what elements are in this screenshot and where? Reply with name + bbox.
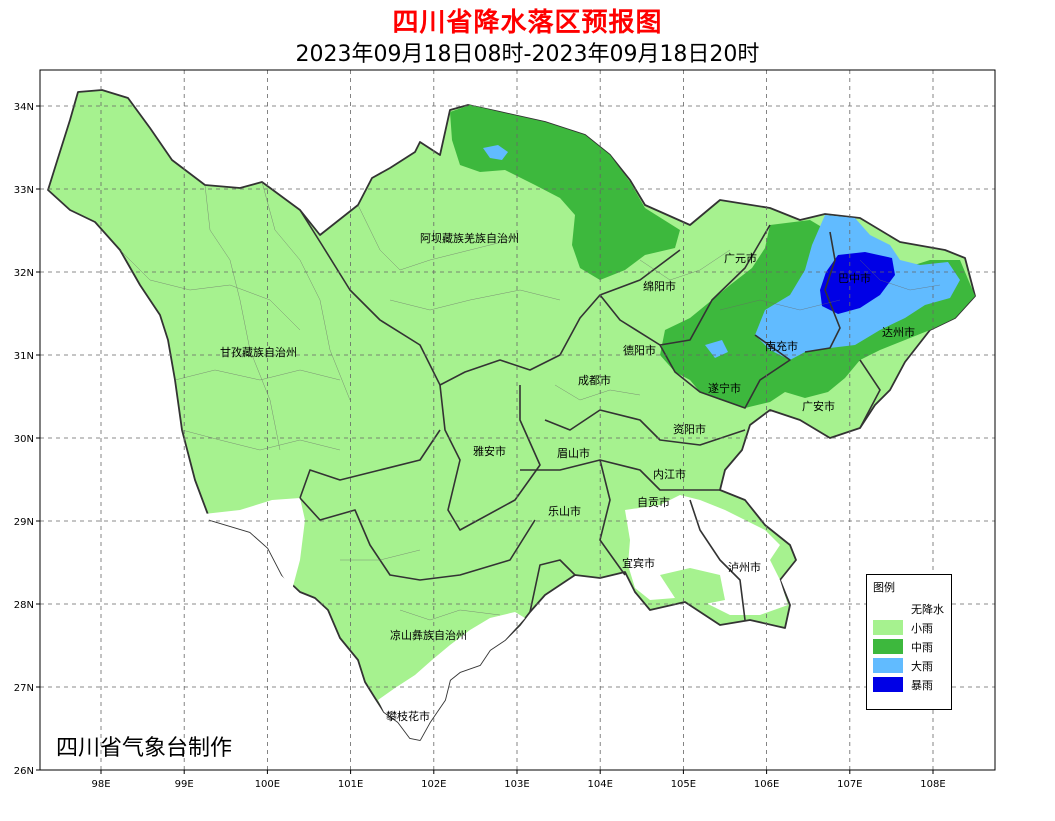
map-subtitle: 2023年09月18日08时-2023年09月18日20时 (295, 42, 760, 67)
label-chengdu: 成都市 (578, 373, 611, 387)
lon-tick-label: 107E (837, 779, 862, 790)
lat-tick-label: 30N (14, 434, 34, 445)
legend-item-heavy-rain: 大雨 (873, 656, 951, 675)
label-nanchong: 南充市 (765, 339, 798, 353)
legend-label: 无降水 (911, 602, 944, 616)
legend-label: 大雨 (911, 659, 933, 673)
axis-ticks: 98E 99E 100E 101E 102E 103E 104E 105E 106E 107E 10… (14, 102, 946, 790)
lat-tick-label: 26N (14, 766, 34, 777)
label-yaan: 雅安市 (473, 444, 506, 458)
lat-tick-label: 33N (14, 185, 34, 196)
label-zigong: 自贡市 (637, 495, 670, 509)
legend-swatch-light-rain (873, 620, 903, 635)
lat-tick-label: 34N (14, 102, 34, 113)
producer-credit: 四川省气象台制作 (56, 736, 233, 761)
lon-tick-label: 102E (421, 779, 446, 790)
lon-tick-label: 99E (175, 779, 194, 790)
city-labels: 阿坝藏族羌族自治州 广元市 巴中市 绵阳市 甘孜藏族自治州 德阳市 南充市 达州… (220, 231, 915, 723)
lat-tick-label: 31N (14, 351, 34, 362)
lon-tick-label: 98E (91, 779, 110, 790)
legend-item-rainstorm: 暴雨 (873, 675, 951, 694)
legend-title: 图例 (873, 581, 895, 594)
legend: 图例 无降水 小雨 中雨 大雨 暴雨 (866, 574, 952, 710)
label-yibin: 宜宾市 (622, 556, 655, 570)
lon-tick-label: 103E (504, 779, 529, 790)
lon-tick-label: 105E (671, 779, 696, 790)
county-boundaries (119, 181, 941, 621)
heavy-rain-patch-west (705, 340, 728, 358)
legend-swatch-moderate-rain (873, 639, 903, 654)
legend-item-light-rain: 小雨 (873, 618, 951, 637)
legend-swatch-rainstorm (873, 677, 903, 692)
no-rain-area-southeast (625, 495, 788, 615)
label-luzhou: 泸州市 (728, 560, 761, 574)
legend-label: 暴雨 (911, 678, 933, 692)
legend-swatch-no-rain (873, 601, 903, 616)
prefecture-boundaries (299, 209, 881, 621)
map-title: 四川省降水落区预报图 (392, 8, 663, 38)
label-ganzi: 甘孜藏族自治州 (220, 345, 297, 359)
label-bazhong: 巴中市 (838, 271, 871, 285)
label-guangyuan: 广元市 (724, 251, 757, 265)
legend-swatch-heavy-rain (873, 658, 903, 673)
light-rain-patch-southeast (660, 568, 725, 605)
lat-tick-label: 29N (14, 517, 34, 528)
label-guangan: 广安市 (802, 399, 835, 413)
legend-item-no-rain: 无降水 (873, 599, 951, 618)
label-leshan: 乐山市 (548, 504, 581, 518)
lon-tick-label: 100E (255, 779, 280, 790)
legend-label: 小雨 (911, 621, 933, 635)
moderate-rain-area-north (450, 105, 680, 280)
lon-tick-label: 108E (920, 779, 945, 790)
graticule-grid (40, 70, 995, 770)
heavy-rain-patch-north (483, 145, 508, 160)
no-rain-area-southwest (195, 498, 305, 590)
label-panzhihua: 攀枝花市 (386, 709, 430, 723)
label-deyang: 德阳市 (623, 343, 656, 357)
lat-tick-label: 27N (14, 683, 34, 694)
label-neijiang: 内江市 (653, 467, 686, 481)
legend-label: 中雨 (911, 640, 933, 654)
rainstorm-area (820, 252, 895, 314)
lat-tick-label: 32N (14, 268, 34, 279)
label-meishan: 眉山市 (557, 446, 590, 460)
label-suining: 遂宁市 (708, 381, 741, 395)
no-rain-area-south (378, 612, 525, 740)
label-liangshan: 凉山彝族自治州 (390, 628, 467, 642)
lon-tick-label: 101E (338, 779, 363, 790)
label-aba: 阿坝藏族羌族自治州 (420, 231, 519, 245)
lon-tick-label: 106E (754, 779, 779, 790)
lon-tick-label: 104E (587, 779, 612, 790)
province-light-rain-area (47, 89, 976, 741)
label-ziyang: 资阳市 (673, 422, 706, 436)
lat-tick-label: 28N (14, 600, 34, 611)
map-frame (39, 69, 996, 771)
label-dazhou: 达州市 (882, 325, 915, 339)
legend-item-moderate-rain: 中雨 (873, 637, 951, 656)
label-mianyang: 绵阳市 (643, 279, 676, 293)
